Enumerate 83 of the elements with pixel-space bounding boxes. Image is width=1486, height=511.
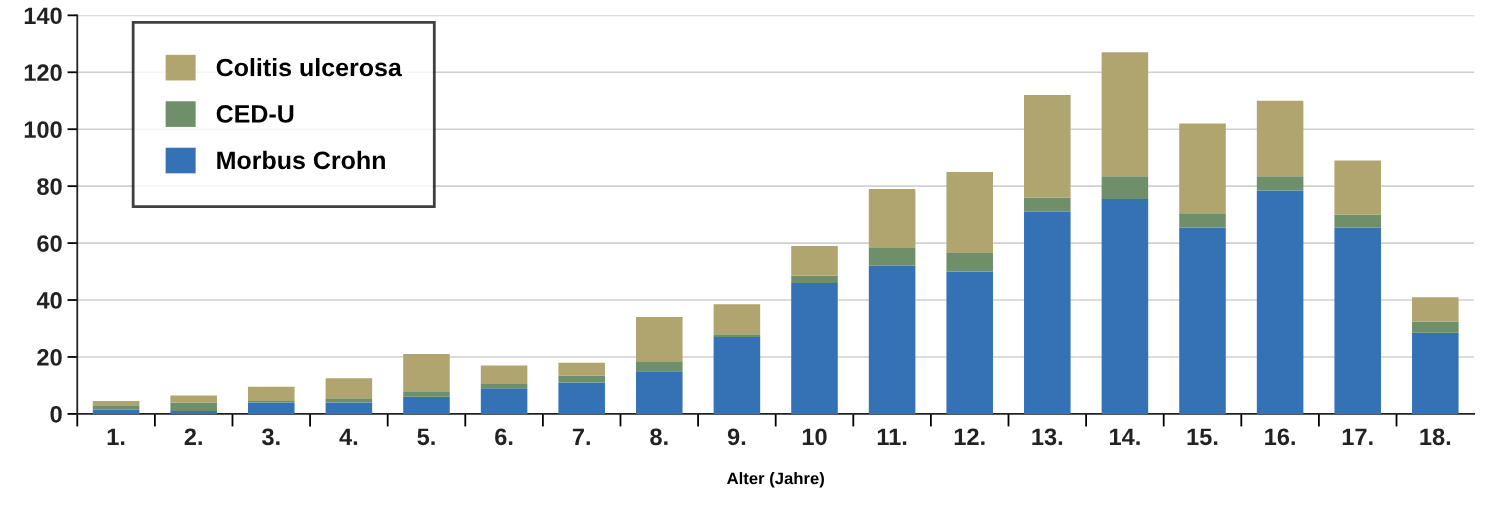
x-tick-label: 5. bbox=[417, 428, 435, 446]
x-tick-label: 18. bbox=[1420, 428, 1451, 446]
bar bbox=[946, 253, 993, 272]
y-tick-label: 0 bbox=[50, 405, 62, 423]
bar bbox=[1179, 227, 1226, 414]
x-tick-label: 2. bbox=[184, 428, 202, 445]
legend-label: Morbus Crohn bbox=[217, 150, 385, 170]
bar bbox=[791, 245, 838, 276]
bar bbox=[480, 384, 528, 389]
bar bbox=[1412, 297, 1459, 322]
bar bbox=[1024, 197, 1071, 212]
bar bbox=[1256, 176, 1304, 191]
bar bbox=[403, 354, 450, 392]
bar bbox=[636, 371, 683, 414]
bar bbox=[1334, 227, 1381, 414]
y-tick-label: 100 bbox=[24, 121, 62, 138]
bar bbox=[868, 189, 916, 248]
bar bbox=[325, 398, 373, 403]
x-tick-label: 17. bbox=[1342, 428, 1373, 445]
legend-label: CED-U bbox=[216, 105, 294, 123]
bar bbox=[1101, 198, 1149, 414]
bar bbox=[248, 402, 295, 414]
bar bbox=[248, 386, 295, 402]
bar bbox=[92, 409, 140, 414]
y-tick-label: 40 bbox=[36, 292, 62, 309]
bar bbox=[92, 405, 140, 410]
x-tick-label: 9. bbox=[727, 428, 746, 446]
legend-label: Colitis ulcerosa bbox=[216, 57, 402, 77]
x-tick-label: 14. bbox=[1109, 428, 1140, 445]
bar bbox=[92, 401, 140, 406]
bar bbox=[868, 265, 916, 414]
x-tick-label: 12. bbox=[954, 428, 985, 445]
bar bbox=[1334, 160, 1381, 215]
bar bbox=[1024, 95, 1071, 198]
bar bbox=[1334, 214, 1381, 228]
y-tick-label: 60 bbox=[37, 235, 62, 252]
bar bbox=[558, 382, 605, 414]
bar bbox=[713, 334, 761, 338]
bar bbox=[325, 402, 373, 414]
bar bbox=[1412, 321, 1459, 333]
bar bbox=[558, 375, 605, 383]
bar bbox=[1101, 176, 1149, 199]
bar bbox=[713, 337, 761, 414]
bar bbox=[1256, 190, 1304, 414]
x-tick-label: 3. bbox=[261, 428, 280, 446]
x-tick-label: 4. bbox=[339, 428, 358, 445]
bar bbox=[170, 395, 217, 403]
x-tick-label: 16. bbox=[1265, 428, 1295, 446]
x-tick-label: 11. bbox=[877, 428, 907, 445]
bar bbox=[558, 362, 605, 376]
bar bbox=[1179, 123, 1226, 214]
bar bbox=[636, 361, 683, 372]
y-tick-label: 80 bbox=[37, 178, 62, 195]
bar bbox=[1256, 100, 1304, 177]
bar bbox=[403, 391, 450, 397]
bar bbox=[791, 275, 838, 283]
bar bbox=[1024, 211, 1071, 414]
bar bbox=[170, 402, 217, 412]
x-tick-label: 10 bbox=[802, 428, 827, 446]
bar bbox=[791, 282, 838, 414]
bar bbox=[946, 171, 993, 254]
bar bbox=[403, 396, 450, 414]
x-tick-label: 1. bbox=[107, 428, 125, 445]
bar bbox=[946, 271, 993, 414]
bar bbox=[636, 317, 683, 362]
bar bbox=[713, 304, 761, 335]
y-tick-label: 120 bbox=[24, 64, 62, 82]
x-axis-title: Alter (Jahre) bbox=[727, 472, 824, 488]
y-tick-label: 20 bbox=[37, 349, 62, 366]
bar bbox=[1179, 213, 1226, 228]
bar bbox=[170, 411, 217, 414]
bar bbox=[325, 378, 373, 399]
x-tick-label: 15. bbox=[1187, 428, 1218, 446]
bar bbox=[1412, 332, 1459, 414]
bar bbox=[480, 365, 528, 385]
x-tick-label: 6. bbox=[495, 428, 513, 446]
x-tick-label: 7. bbox=[572, 428, 590, 445]
bar bbox=[1101, 52, 1149, 177]
bar bbox=[480, 388, 528, 414]
x-tick-label: 8. bbox=[650, 428, 668, 446]
bar bbox=[868, 247, 916, 266]
y-tick-label: 140 bbox=[24, 7, 62, 25]
x-tick-label: 13. bbox=[1032, 428, 1063, 446]
